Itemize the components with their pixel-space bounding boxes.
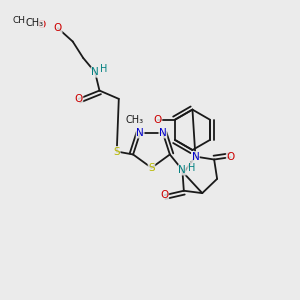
Text: CH₃: CH₃	[13, 16, 30, 25]
Text: O: O	[154, 115, 162, 125]
Text: S: S	[113, 146, 120, 157]
Text: N: N	[91, 67, 99, 77]
Text: CH₃: CH₃	[125, 115, 143, 125]
Text: H: H	[188, 163, 195, 172]
Text: O: O	[38, 20, 46, 30]
Text: H: H	[100, 64, 107, 74]
Text: O: O	[160, 190, 169, 200]
Text: N: N	[159, 128, 167, 138]
Text: N: N	[178, 165, 186, 175]
Text: S: S	[148, 163, 155, 173]
Text: O: O	[54, 23, 62, 33]
Text: O: O	[74, 94, 83, 104]
Text: CH₃: CH₃	[26, 18, 44, 28]
Text: O: O	[226, 152, 235, 162]
Text: N: N	[191, 152, 199, 162]
Text: N: N	[136, 128, 144, 138]
